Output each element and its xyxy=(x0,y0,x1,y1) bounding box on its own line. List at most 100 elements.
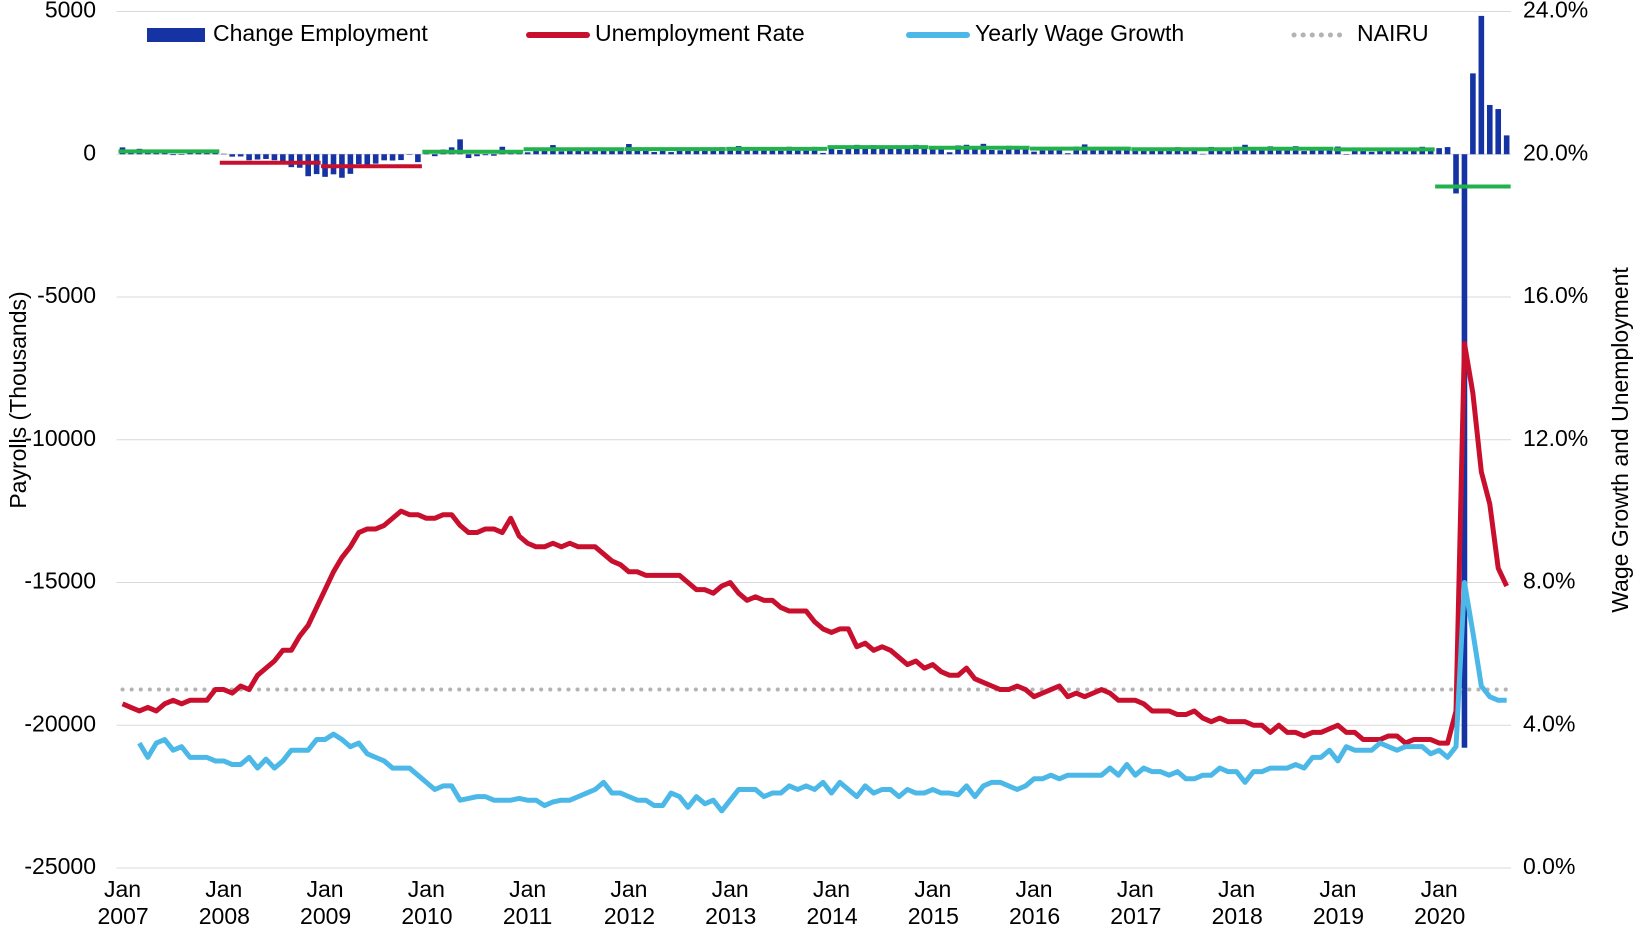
y-tick-label: 5000 xyxy=(45,0,96,23)
x-tick-label: Jan 2013 xyxy=(705,876,757,929)
bar xyxy=(431,154,438,157)
bar xyxy=(1453,154,1459,194)
bar xyxy=(845,146,852,155)
bar xyxy=(524,152,531,155)
bar xyxy=(997,150,1004,155)
bar xyxy=(575,150,582,155)
bar xyxy=(1115,148,1122,155)
bar xyxy=(1478,15,1485,155)
bar xyxy=(229,154,236,157)
bar xyxy=(305,154,311,177)
bar xyxy=(1191,149,1198,155)
bar xyxy=(288,154,295,168)
y-tick-label: -10000 xyxy=(24,425,96,451)
y-axis-title: Payrolls (Thousands) xyxy=(5,291,31,508)
bar xyxy=(617,148,624,155)
x-tick-label: Jan 2015 xyxy=(907,876,959,929)
bar xyxy=(1056,149,1063,155)
bar xyxy=(1503,135,1510,155)
bar xyxy=(955,145,961,155)
bar xyxy=(702,150,708,155)
bar xyxy=(1343,154,1350,155)
bar xyxy=(972,147,978,155)
bar xyxy=(457,139,463,155)
line xyxy=(137,580,1507,814)
legend-label: Change Employment xyxy=(213,20,428,46)
x-tick-label: Jan 2017 xyxy=(1110,876,1162,929)
bar xyxy=(853,144,860,155)
y-tick-label: -15000 xyxy=(24,568,96,594)
bar xyxy=(862,146,869,155)
bar xyxy=(1225,149,1231,155)
bar xyxy=(1284,149,1291,155)
bar xyxy=(1005,145,1012,155)
bar xyxy=(693,148,700,155)
bar xyxy=(685,149,691,155)
bar xyxy=(870,145,877,155)
bar xyxy=(364,154,371,168)
bar xyxy=(558,151,565,155)
bar xyxy=(1090,149,1096,155)
bar xyxy=(474,154,480,157)
bar xyxy=(803,148,809,155)
bar xyxy=(1250,149,1257,155)
bar xyxy=(1124,150,1130,155)
bar xyxy=(1495,109,1502,155)
bar xyxy=(946,152,953,155)
bar xyxy=(1318,149,1324,155)
bar xyxy=(609,150,615,155)
x-tick-label: Jan 2014 xyxy=(806,876,858,929)
y2-axis-title: Wage Growth and Unemployment xyxy=(1607,267,1633,613)
legend-label: Unemployment Rate xyxy=(595,20,805,46)
y-tick-label: -5000 xyxy=(37,282,96,308)
bar xyxy=(1183,149,1189,155)
bar xyxy=(246,154,252,161)
bar xyxy=(170,154,176,156)
x-tick-label: Jan 2018 xyxy=(1211,876,1263,929)
y2-tick-label: 20.0% xyxy=(1523,139,1588,165)
bar xyxy=(651,152,658,155)
legend-item: NAIRU xyxy=(1291,20,1429,46)
bar xyxy=(904,147,911,155)
bar xyxy=(398,154,404,161)
line xyxy=(121,340,1509,746)
bar xyxy=(794,148,801,155)
bar xyxy=(1275,147,1282,155)
bar xyxy=(761,147,767,155)
bar xyxy=(415,154,421,163)
bar xyxy=(989,149,995,155)
legend-label: NAIRU xyxy=(1357,20,1429,46)
bar xyxy=(280,154,286,162)
bar xyxy=(220,153,227,155)
bar xyxy=(1166,150,1172,155)
bar xyxy=(1436,148,1442,155)
bar xyxy=(372,154,379,164)
bar xyxy=(1326,149,1333,155)
bar xyxy=(423,153,430,155)
bar xyxy=(347,154,354,174)
y2-tick-label: 0.0% xyxy=(1523,853,1575,879)
bar xyxy=(1200,153,1206,155)
legend-label: Yearly Wage Growth xyxy=(975,20,1184,46)
legend-item: Change Employment xyxy=(147,20,428,46)
bar xyxy=(1031,151,1037,155)
bar xyxy=(1259,148,1265,155)
bar xyxy=(600,149,607,155)
bar xyxy=(938,146,944,155)
legend-item: Yearly Wage Growth xyxy=(906,20,1184,46)
y2-tick-label: 4.0% xyxy=(1523,710,1575,736)
bar xyxy=(389,154,396,161)
bar xyxy=(1098,147,1105,155)
bar xyxy=(1157,148,1164,155)
x-tick-label: Jan 2012 xyxy=(603,876,656,929)
bar xyxy=(820,152,826,155)
bar xyxy=(254,154,261,160)
bar xyxy=(1014,147,1020,155)
bar xyxy=(482,154,489,156)
bar xyxy=(837,149,843,155)
y2-tick-label: 8.0% xyxy=(1523,568,1575,594)
bar xyxy=(887,148,894,155)
bar xyxy=(1048,147,1054,155)
bar xyxy=(381,154,387,161)
